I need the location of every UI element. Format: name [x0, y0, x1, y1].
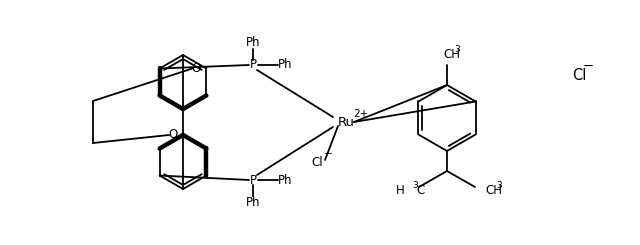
Text: 3: 3	[454, 45, 460, 54]
Text: −: −	[583, 60, 594, 73]
Text: O: O	[192, 62, 201, 75]
Text: C: C	[416, 184, 424, 197]
Text: P: P	[250, 173, 257, 186]
Text: Ph: Ph	[278, 59, 292, 72]
Text: Ph: Ph	[246, 37, 260, 49]
Text: Cl: Cl	[311, 156, 323, 169]
Text: CH: CH	[443, 49, 460, 61]
Text: Cl: Cl	[572, 68, 586, 83]
Text: −: −	[324, 149, 333, 159]
Text: 3: 3	[412, 181, 418, 190]
Text: CH: CH	[485, 184, 502, 197]
Text: Ru: Ru	[338, 115, 355, 128]
Text: Ph: Ph	[246, 196, 260, 208]
Text: 2+: 2+	[353, 109, 368, 119]
Text: P: P	[250, 59, 257, 72]
Text: O: O	[168, 128, 178, 142]
Text: Ph: Ph	[278, 173, 292, 186]
Text: H: H	[396, 184, 405, 197]
Text: 3: 3	[496, 181, 502, 190]
